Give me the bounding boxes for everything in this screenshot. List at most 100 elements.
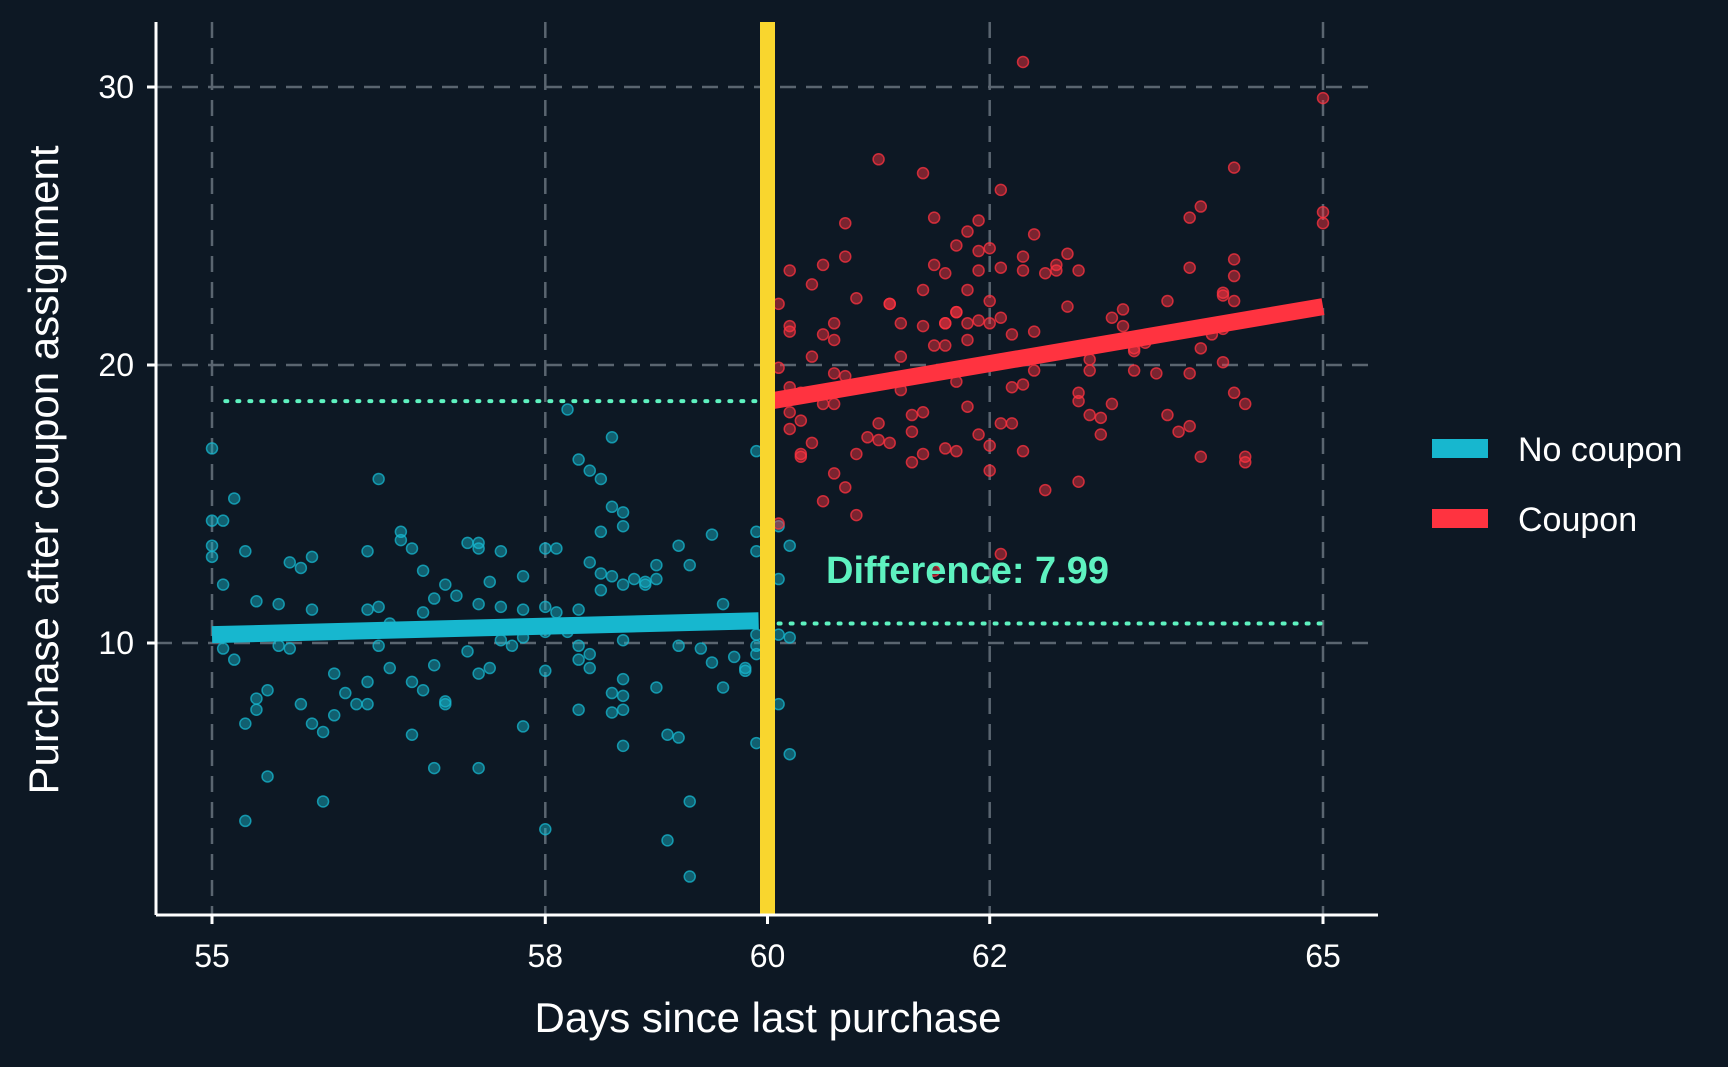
data-point-no-coupon-86	[572, 653, 585, 666]
data-point-no-coupon-81	[561, 403, 574, 416]
data-point-coupon-47	[905, 425, 919, 438]
data-point-no-coupon-123	[694, 642, 708, 655]
data-point-coupon-11	[783, 422, 796, 436]
x-tick-label-62: 62	[972, 938, 1008, 974]
data-point-coupon-68	[961, 283, 974, 297]
data-point-coupon-8	[783, 325, 796, 338]
data-point-coupon-78	[983, 317, 996, 330]
data-point-coupon-58	[939, 267, 952, 280]
data-point-coupon-73	[972, 244, 985, 258]
data-point-no-coupon-9	[239, 545, 252, 558]
data-point-no-coupon-22	[294, 697, 308, 711]
data-point-no-coupon-25	[305, 717, 319, 730]
data-point-coupon-59	[939, 317, 952, 330]
data-point-coupon-124	[1161, 408, 1174, 422]
data-point-no-coupon-6	[216, 642, 230, 655]
data-point-no-coupon-66	[494, 545, 508, 558]
data-point-no-coupon-12	[250, 595, 263, 608]
data-point-coupon-24	[827, 333, 841, 347]
data-point-no-coupon-63	[483, 575, 496, 589]
data-point-no-coupon-72	[516, 720, 530, 733]
data-point-no-coupon-112	[650, 558, 663, 572]
data-point-coupon-97	[1027, 325, 1041, 338]
data-point-coupon-79	[983, 439, 996, 452]
annotation-difference: Difference: 7.99	[826, 550, 1109, 592]
data-point-no-coupon-60	[472, 597, 485, 611]
data-point-coupon-144	[1238, 456, 1252, 469]
data-point-no-coupon-31	[350, 697, 363, 711]
y-tick-label-10: 10	[98, 625, 134, 661]
data-point-coupon-19	[816, 258, 830, 272]
data-point-no-coupon-48	[416, 684, 430, 697]
data-point-coupon-42	[894, 317, 908, 330]
data-point-no-coupon-0	[205, 442, 219, 455]
data-point-coupon-37	[872, 417, 885, 430]
data-point-coupon-38	[872, 433, 885, 447]
data-point-no-coupon-2	[205, 539, 219, 552]
data-point-no-coupon-15	[261, 684, 274, 697]
data-point-no-coupon-125	[705, 656, 719, 669]
data-point-no-coupon-51	[427, 761, 441, 775]
data-point-coupon-34	[850, 447, 863, 461]
data-point-coupon-52	[916, 166, 930, 180]
data-point-no-coupon-20	[283, 556, 297, 569]
data-point-coupon-98	[1027, 364, 1041, 377]
x-axis-title: Days since last purchase	[535, 994, 1002, 1041]
data-point-coupon-105	[1072, 264, 1085, 277]
data-point-coupon-140	[1227, 269, 1241, 283]
data-point-coupon-36	[872, 153, 885, 166]
data-point-no-coupon-129	[727, 650, 741, 664]
data-point-no-coupon-46	[416, 564, 430, 577]
data-point-no-coupon-8	[227, 653, 241, 666]
data-point-coupon-103	[1061, 247, 1074, 261]
data-point-no-coupon-79	[550, 542, 563, 555]
data-point-coupon-114	[1105, 311, 1119, 324]
legend-swatch-coupon	[1432, 509, 1488, 528]
data-point-no-coupon-69	[505, 639, 519, 653]
data-point-no-coupon-17	[272, 597, 285, 611]
data-point-no-coupon-120	[683, 558, 696, 572]
data-point-coupon-84	[994, 311, 1008, 324]
data-point-no-coupon-80	[550, 606, 563, 619]
data-point-no-coupon-57	[461, 645, 474, 658]
data-point-no-coupon-118	[672, 639, 685, 653]
data-point-no-coupon-32	[361, 545, 374, 558]
data-point-no-coupon-13	[250, 692, 263, 705]
data-point-coupon-88	[1005, 328, 1019, 341]
data-point-coupon-72	[972, 214, 985, 227]
data-point-no-coupon-23	[305, 550, 319, 564]
data-point-no-coupon-99	[605, 686, 619, 700]
data-point-no-coupon-5	[216, 578, 230, 591]
data-point-coupon-102	[1050, 264, 1063, 277]
data-point-coupon-93	[1016, 264, 1030, 277]
data-point-no-coupon-45	[405, 728, 419, 741]
reference-lines	[223, 399, 1323, 626]
data-point-no-coupon-54	[439, 697, 452, 711]
data-point-coupon-25	[827, 367, 841, 380]
data-point-coupon-90	[1005, 417, 1019, 430]
data-point-coupon-89	[1005, 380, 1019, 394]
data-point-no-coupon-47	[416, 606, 430, 619]
data-point-coupon-104	[1061, 300, 1074, 313]
data-point-no-coupon-75	[539, 600, 552, 614]
data-point-no-coupon-70	[516, 570, 530, 583]
data-point-no-coupon-92	[594, 472, 608, 486]
x-tick-label-60: 60	[750, 938, 786, 974]
data-point-coupon-111	[1083, 408, 1096, 422]
legend-label-coupon: Coupon	[1518, 501, 1637, 539]
data-point-no-coupon-38	[372, 472, 385, 486]
x-tick-label-65: 65	[1305, 938, 1341, 974]
data-point-no-coupon-29	[327, 709, 341, 722]
data-point-no-coupon-33	[361, 603, 374, 616]
data-point-coupon-100	[1039, 483, 1052, 497]
data-point-coupon-145	[1238, 397, 1252, 411]
x-tick-label-55: 55	[194, 938, 230, 974]
data-point-coupon-112	[1094, 411, 1108, 425]
fit-lines	[211, 298, 1325, 644]
legend-label-no-coupon: No coupon	[1518, 431, 1682, 469]
data-point-no-coupon-116	[661, 834, 674, 847]
data-point-coupon-129	[1183, 419, 1196, 433]
data-point-coupon-32	[850, 292, 863, 305]
data-point-coupon-50	[916, 447, 930, 461]
